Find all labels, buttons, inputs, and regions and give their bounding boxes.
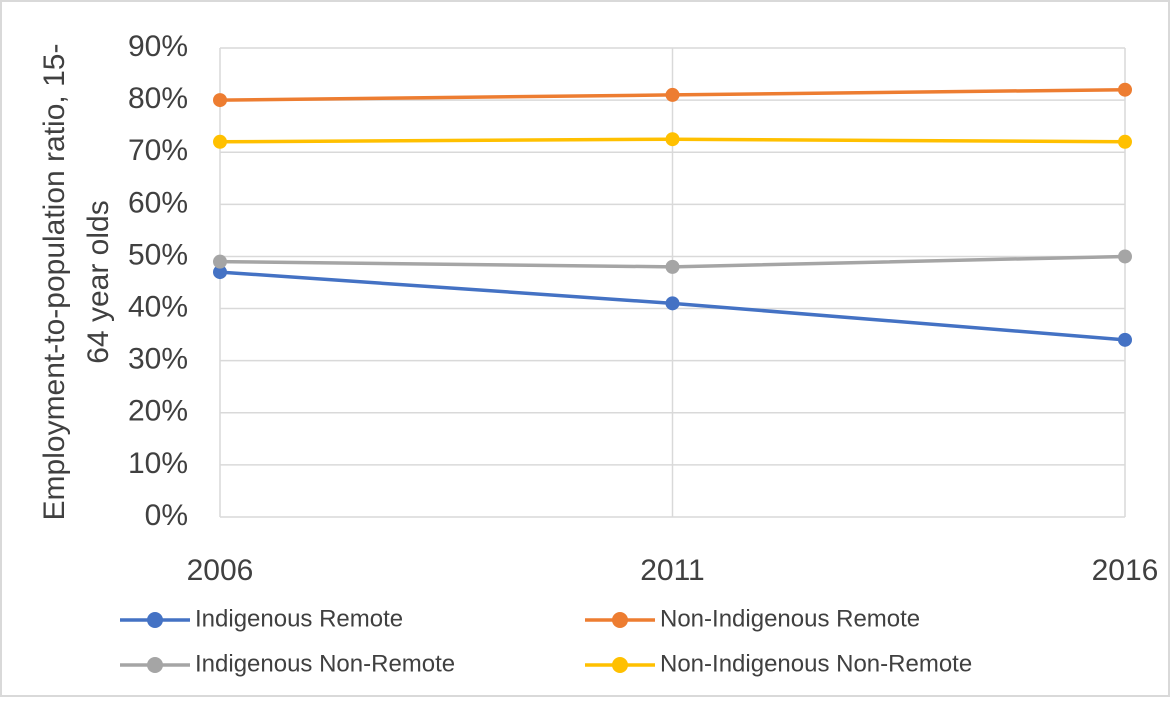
legend-marker (612, 657, 628, 673)
x-tick-label: 2011 (640, 554, 705, 587)
data-point (665, 87, 680, 102)
data-point (665, 132, 680, 147)
legend-marker (147, 612, 163, 628)
y-tick-label: 40% (128, 290, 188, 323)
y-tick-label: 30% (128, 343, 188, 376)
legend-label: Indigenous Non-Remote (195, 650, 455, 677)
x-tick-label: 2016 (1092, 554, 1159, 587)
y-tick-label: 80% (128, 82, 188, 115)
y-tick-label: 70% (128, 134, 188, 167)
legend-label: Non-Indigenous Non-Remote (660, 650, 972, 677)
data-point (1118, 134, 1132, 149)
y-tick-label: 50% (128, 238, 188, 271)
y-tick-label: 0% (145, 499, 188, 532)
data-point (1118, 82, 1132, 97)
data-point (213, 93, 227, 108)
data-point (665, 296, 680, 311)
y-tick-label: 10% (128, 447, 188, 480)
data-point (1118, 332, 1132, 347)
legend-marker (147, 657, 163, 673)
y-tick-label: 60% (128, 186, 188, 219)
data-point (1118, 249, 1132, 264)
data-point (213, 265, 227, 280)
legend-marker (612, 612, 628, 628)
legend-label: Non-Indigenous Remote (660, 605, 920, 632)
legend-label: Indigenous Remote (195, 605, 403, 632)
data-point (213, 134, 227, 149)
data-point (213, 254, 227, 269)
y-tick-label: 90% (128, 30, 188, 63)
x-tick-label: 2006 (187, 554, 254, 587)
data-point (665, 259, 680, 274)
y-axis-label: Employment-to-population ratio, 15-64 ye… (38, 43, 115, 521)
y-tick-label: 20% (128, 395, 188, 428)
